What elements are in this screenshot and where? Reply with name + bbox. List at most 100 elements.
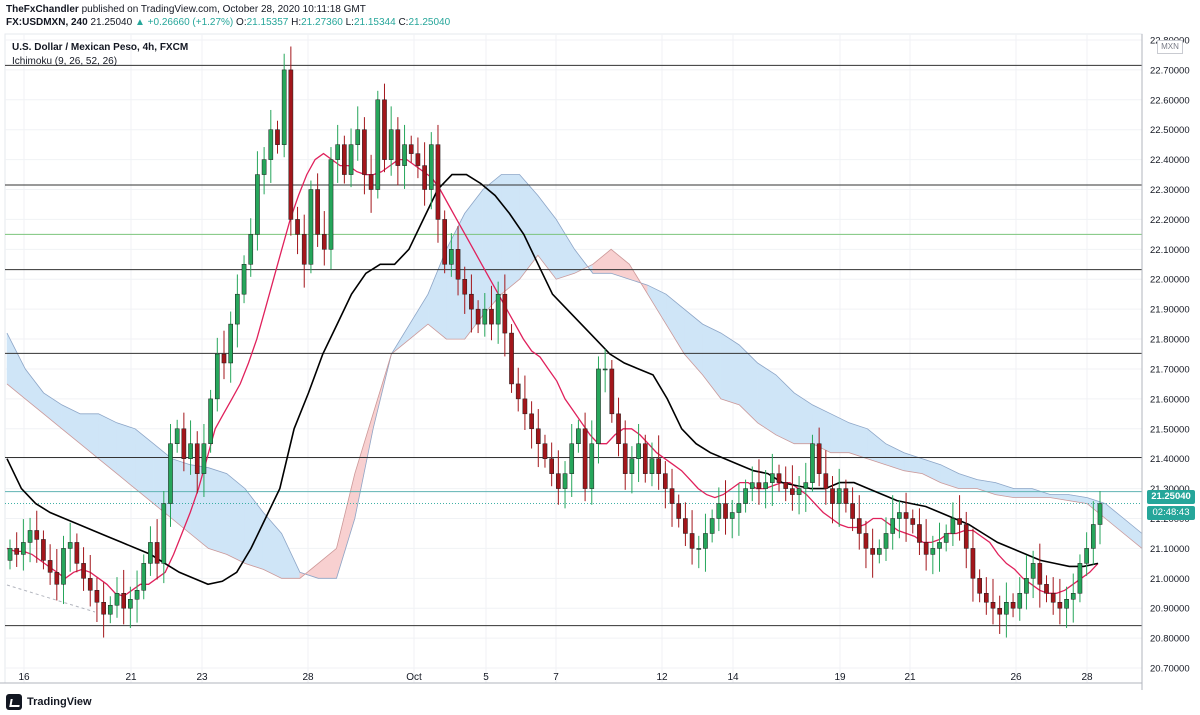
kijun-sen-line xyxy=(6,173,1099,586)
candle-body xyxy=(388,129,394,160)
candle xyxy=(562,461,568,509)
candle-body xyxy=(596,368,601,444)
candle-body xyxy=(629,458,635,474)
candle-body xyxy=(515,383,521,400)
candle xyxy=(923,519,929,571)
candle xyxy=(729,499,735,539)
candle xyxy=(1037,543,1043,608)
candle-body xyxy=(315,189,320,235)
candle-body xyxy=(47,560,53,573)
candle-body xyxy=(917,524,922,543)
candle xyxy=(689,510,695,565)
candle xyxy=(629,446,635,494)
candle xyxy=(161,490,167,584)
candle xyxy=(596,356,601,464)
candle-body xyxy=(990,601,996,609)
candle xyxy=(435,124,441,243)
candle-body xyxy=(816,443,822,474)
candle xyxy=(1050,577,1056,615)
candle-body xyxy=(201,443,207,474)
candle xyxy=(168,423,173,527)
candle-body xyxy=(663,473,668,489)
candle xyxy=(121,569,127,625)
publisher-name[interactable]: TheFxChandler xyxy=(6,4,79,15)
candle xyxy=(509,324,514,393)
candle xyxy=(482,293,488,337)
candle xyxy=(756,459,762,505)
tradingview-logo-icon[interactable] xyxy=(6,694,22,710)
candle xyxy=(890,495,896,550)
candle-body xyxy=(983,593,989,603)
candle xyxy=(181,412,187,472)
candle xyxy=(362,117,367,195)
candle-body xyxy=(642,443,648,474)
candle-body xyxy=(21,542,26,555)
indicator-label[interactable]: Ichimoku (9, 26, 52, 26) xyxy=(12,56,118,67)
candle-body xyxy=(422,165,427,190)
x-tick-label: 21 xyxy=(125,672,137,683)
candle-body xyxy=(850,503,855,519)
candle xyxy=(609,359,615,423)
candle-body xyxy=(81,563,86,579)
candle xyxy=(174,419,180,453)
currency-unit-badge[interactable]: MXN xyxy=(1157,40,1183,54)
candle-body xyxy=(1090,524,1096,549)
candle xyxy=(295,206,300,255)
candle-body xyxy=(729,512,735,519)
candle xyxy=(21,519,26,571)
candle-body xyxy=(803,482,809,489)
candle xyxy=(776,464,782,492)
candle-body xyxy=(589,443,595,489)
candle xyxy=(141,554,147,600)
cloud-segment xyxy=(665,293,685,356)
candle-body xyxy=(235,293,240,325)
candle xyxy=(107,596,113,624)
candle xyxy=(27,517,33,563)
candle-body xyxy=(582,428,588,489)
cloud-segment xyxy=(1123,517,1143,550)
candle-body xyxy=(1030,563,1036,579)
cloud-segment xyxy=(1013,488,1033,498)
cloud-segment xyxy=(43,392,63,430)
high-label: H: xyxy=(291,17,302,28)
candle-body xyxy=(535,428,541,444)
y-tick-label: 22.20000 xyxy=(1150,215,1190,226)
candle-body xyxy=(556,473,561,489)
candle-body xyxy=(1070,593,1076,600)
candle-body xyxy=(94,590,100,603)
cloud-segment xyxy=(226,473,246,564)
candle-body xyxy=(54,572,60,585)
x-tick-label: 12 xyxy=(656,672,668,683)
candle xyxy=(74,533,80,573)
candle-body xyxy=(61,548,66,585)
candle-body xyxy=(134,590,140,600)
candle-body xyxy=(148,542,153,564)
cloud-segment xyxy=(555,218,575,280)
candle xyxy=(763,470,768,509)
candle xyxy=(950,502,956,547)
candle xyxy=(375,90,381,199)
candle xyxy=(790,465,795,511)
candle xyxy=(636,423,641,483)
candle-body xyxy=(107,604,113,615)
candle-body xyxy=(34,530,40,540)
symbol-label: FX:USDMXN, 240 xyxy=(6,17,88,28)
candle xyxy=(1004,582,1009,638)
candle-body xyxy=(1017,593,1023,609)
candle xyxy=(937,522,942,572)
y-tick-label: 22.60000 xyxy=(1150,95,1190,106)
candle-body xyxy=(214,353,220,400)
brand-name[interactable]: TradingView xyxy=(27,696,92,708)
candle-body xyxy=(977,578,982,594)
candle xyxy=(1010,593,1016,618)
cloud-segment xyxy=(61,404,81,445)
candle xyxy=(917,508,922,555)
candle-body xyxy=(161,503,167,564)
candle xyxy=(823,450,829,505)
horizontal-lines[interactable] xyxy=(5,64,1142,627)
candle-body xyxy=(221,353,227,364)
cloud-segment xyxy=(940,464,960,490)
candle-body xyxy=(856,518,862,534)
candle xyxy=(14,532,20,567)
